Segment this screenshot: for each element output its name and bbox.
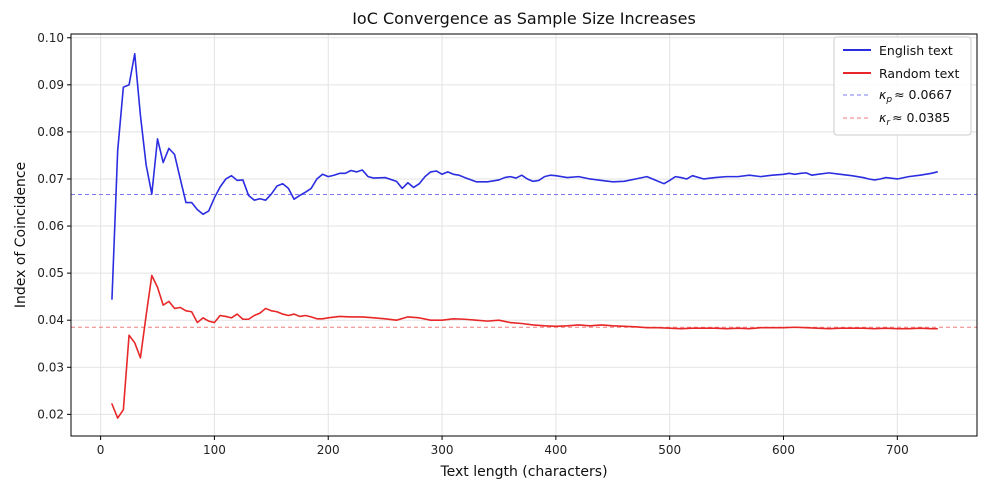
- x-tick-label: 500: [658, 443, 681, 457]
- x-tick-label: 700: [886, 443, 909, 457]
- y-tick-label: 0.08: [37, 125, 64, 139]
- y-tick-label: 0.07: [37, 172, 64, 186]
- x-axis-ticks: 0 100 200 300 400 500 600 700: [97, 436, 909, 457]
- series-line-english: [111, 52, 938, 300]
- y-tick-label: 0.10: [37, 31, 64, 45]
- legend-box: [833, 36, 972, 136]
- y-tick-label: 0.02: [37, 407, 64, 421]
- x-tick-label: 0: [97, 443, 105, 457]
- x-gridlines: [100, 34, 898, 436]
- legend-label-kappa-p: κp ≈ 0.0667: [879, 87, 952, 105]
- y-tick-label: 0.06: [37, 219, 64, 233]
- x-tick-label: 100: [203, 443, 226, 457]
- legend-label-kappa-r: κr ≈ 0.0385: [879, 110, 950, 128]
- chart-title: IoC Convergence as Sample Size Increases: [352, 9, 696, 28]
- series-lines: [111, 52, 938, 419]
- y-gridlines: [71, 37, 977, 415]
- y-tick-label: 0.04: [37, 313, 64, 327]
- x-axis-label: Text length (characters): [439, 464, 607, 480]
- y-axis-label: Index of Coincidence: [13, 162, 29, 308]
- plot-area-frame: [70, 33, 978, 437]
- reference-lines: [71, 194, 977, 328]
- y-tick-label: 0.05: [37, 266, 64, 280]
- x-tick-label: 200: [317, 443, 340, 457]
- x-tick-label: 600: [772, 443, 795, 457]
- x-tick-label: 300: [431, 443, 454, 457]
- series-line-random: [111, 274, 938, 419]
- legend-label-english: English text: [879, 43, 953, 58]
- x-tick-label: 400: [544, 443, 567, 457]
- legend: English text Random text κp ≈ 0.0667 κr ≈ …: [833, 36, 972, 136]
- y-tick-label: 0.09: [37, 78, 64, 92]
- y-axis-ticks: 0.02 0.03 0.04 0.05 0.06 0.07 0.08 0.09 0.10: [37, 31, 71, 421]
- legend-label-random: Random text: [879, 66, 959, 81]
- y-tick-label: 0.03: [37, 360, 64, 374]
